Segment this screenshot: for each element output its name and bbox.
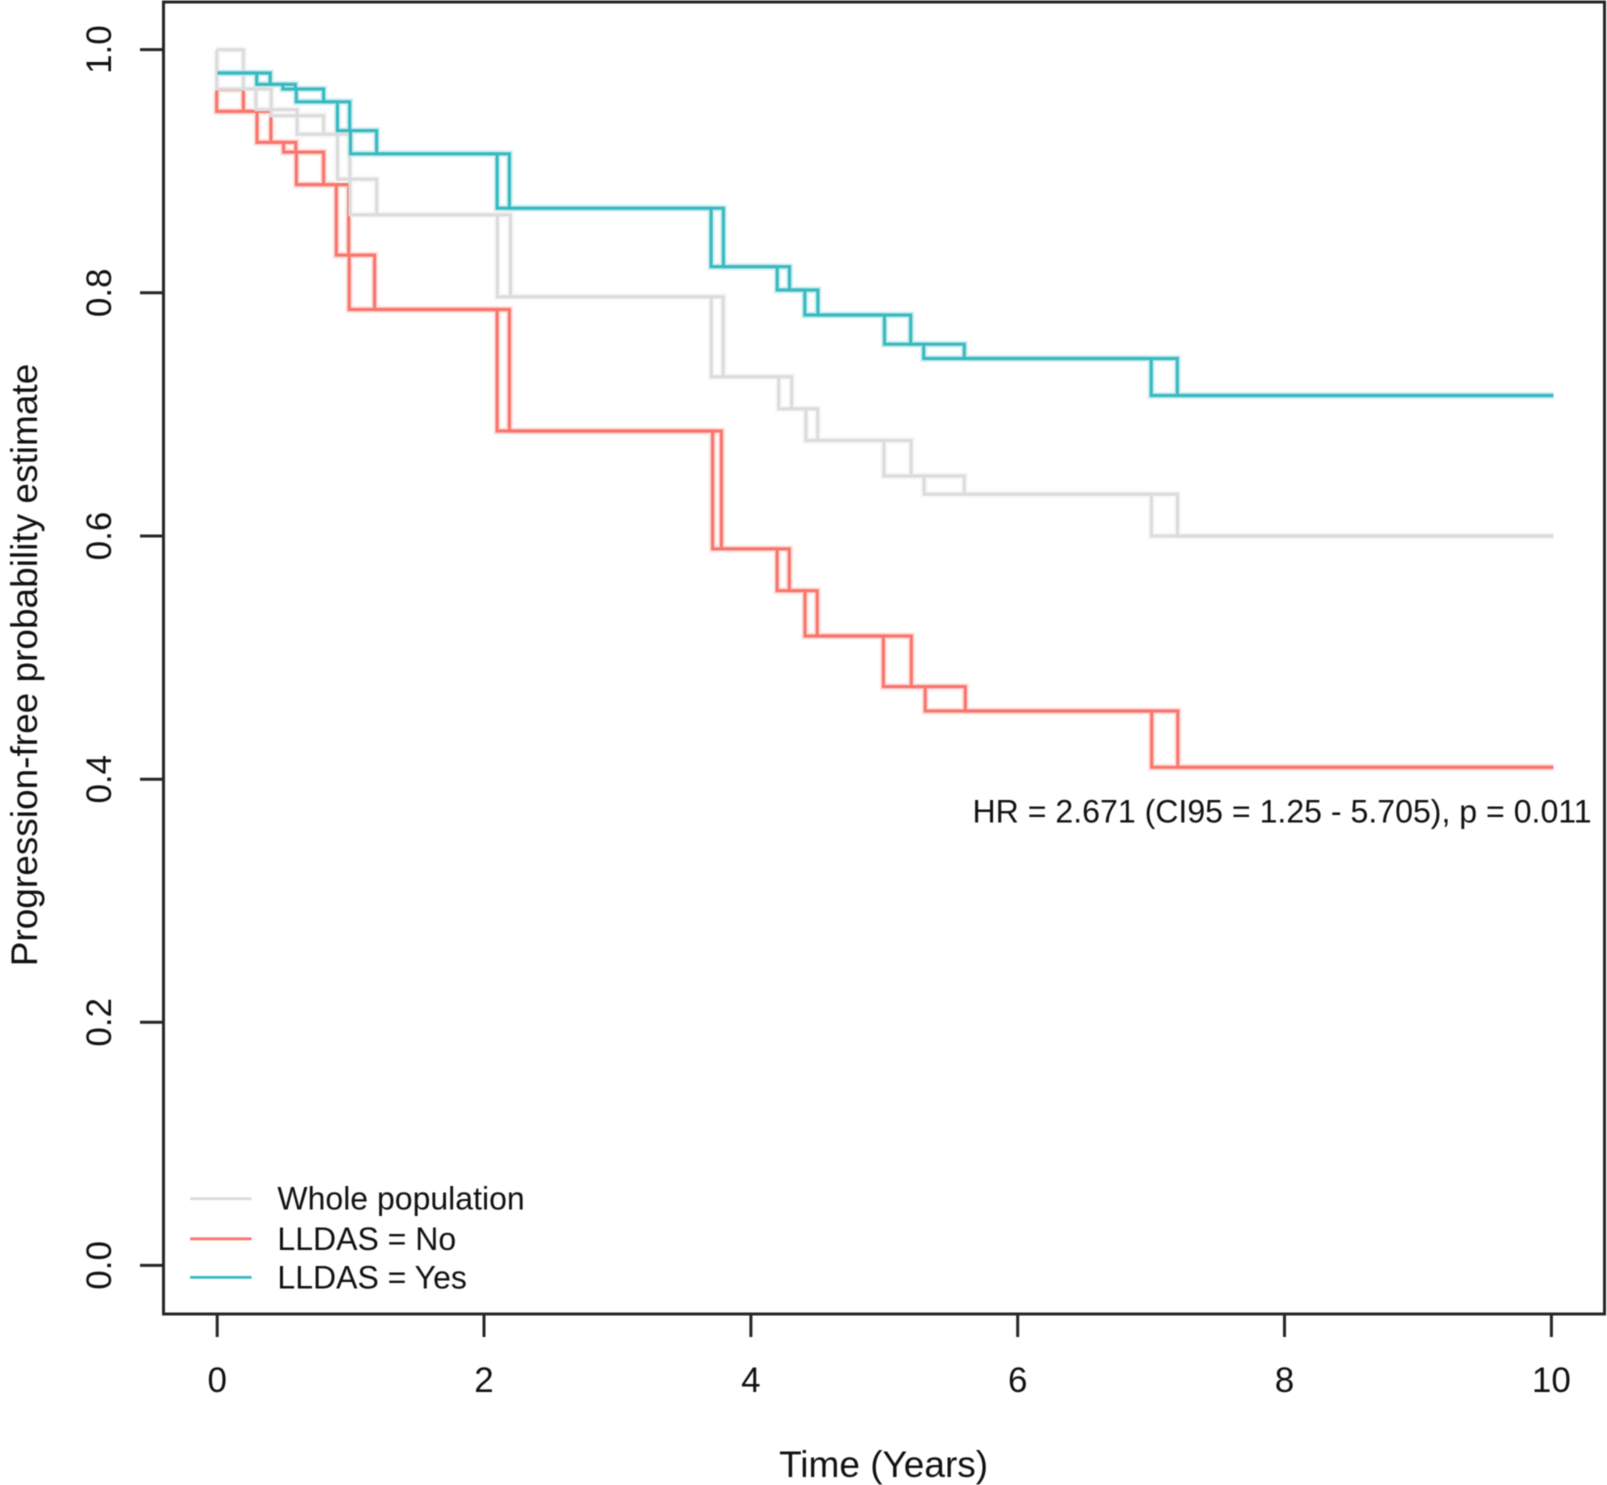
svg-text:HR = 2.671 (CI95 = 1.25 - 5.70: HR = 2.671 (CI95 = 1.25 - 5.705), p = 0.… [973, 793, 1592, 829]
svg-text:4: 4 [741, 1361, 760, 1400]
svg-text:1.0: 1.0 [80, 25, 119, 74]
svg-text:6: 6 [1008, 1361, 1027, 1400]
svg-text:0.2: 0.2 [80, 998, 119, 1047]
svg-text:0.4: 0.4 [80, 755, 119, 804]
svg-text:Progression-free probability e: Progression-free probability estimate [4, 364, 45, 967]
svg-text:8: 8 [1275, 1361, 1294, 1400]
svg-text:LLDAS = Yes: LLDAS = Yes [277, 1259, 466, 1295]
svg-text:10: 10 [1532, 1361, 1571, 1400]
svg-text:0.8: 0.8 [80, 268, 119, 317]
svg-text:0.0: 0.0 [80, 1241, 119, 1290]
svg-text:Time (Years): Time (Years) [779, 1444, 988, 1485]
svg-text:LLDAS = No: LLDAS = No [277, 1221, 456, 1257]
svg-text:Whole population: Whole population [277, 1181, 524, 1217]
svg-text:2: 2 [474, 1361, 493, 1400]
svg-text:0.6: 0.6 [80, 512, 119, 561]
svg-text:0: 0 [207, 1361, 226, 1400]
